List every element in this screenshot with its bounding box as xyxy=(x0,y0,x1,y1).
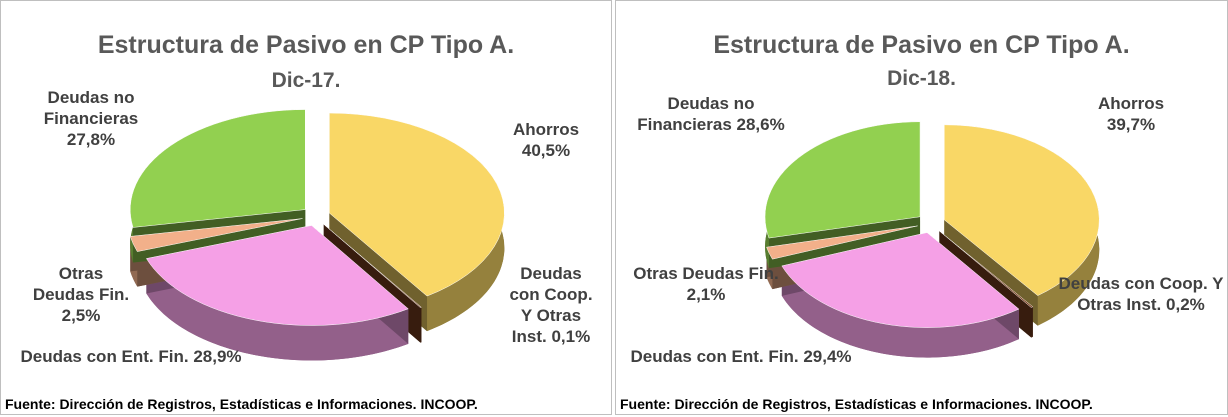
chart-subtitle: Dic-17. xyxy=(271,69,341,92)
chart-title: Estructura de Pasivo en CP Tipo A. xyxy=(713,31,1130,59)
slice-label: Deudas no Financieras 27,8% xyxy=(21,87,161,150)
value-label: 29,4% xyxy=(803,347,852,366)
slice-label: Ahorros 40,5% xyxy=(491,119,601,161)
slice-label: Deudas con Ent. Fin. 29,4% xyxy=(626,346,856,367)
value-label: 0,1% xyxy=(551,327,591,346)
category-name: Deudas no Financieras xyxy=(43,88,139,128)
slice-side xyxy=(781,265,1019,358)
pie-slice xyxy=(130,109,306,228)
pie-slice xyxy=(766,225,918,260)
slice-label: Deudas con Ent. Fin. 28,9% xyxy=(11,346,251,367)
category-name: Deudas con Coop. Y Otras Inst. xyxy=(509,264,593,346)
value-label: 40,5% xyxy=(521,141,571,160)
slice-label: Otras Deudas Fin. 2,1% xyxy=(626,263,786,305)
slice-label: Otras Deudas Fin. 2,5% xyxy=(31,263,131,326)
chart-title: Estructura de Pasivo en CP Tipo A. xyxy=(97,31,515,59)
pie-slice xyxy=(329,112,505,297)
slice-label: Deudas con Coop. Y Otras Inst. 0,2% xyxy=(1056,273,1226,315)
pie-slice xyxy=(145,225,409,326)
category-name: Ahorros xyxy=(1097,94,1165,113)
pie-slice xyxy=(129,218,303,252)
value-label: 27,8% xyxy=(66,130,116,149)
pie-slice xyxy=(781,232,1020,328)
category-name: Ahorros xyxy=(512,120,580,139)
value-label: 28,6% xyxy=(736,115,785,134)
category-name: Deudas con Ent. Fin. xyxy=(20,347,189,366)
chart-panel: Estructura de Pasivo en CP Tipo A. Dic-18… xyxy=(615,0,1228,415)
chart-subtitle: Dic-18. xyxy=(887,67,956,90)
value-label: 0,2% xyxy=(1166,295,1205,314)
category-name: Deudas no Financieras xyxy=(637,94,755,134)
slice-label: Deudas con Coop. Y Otras Inst. 0,1% xyxy=(506,263,596,347)
pie-slice xyxy=(939,230,1034,308)
value-label: 2,1% xyxy=(686,285,726,304)
slice-label: Deudas no Financieras 28,6% xyxy=(626,93,796,135)
source-note: Fuente: Dirección de Registros, Estadíst… xyxy=(5,396,478,412)
pie-chart xyxy=(764,121,1100,358)
source-note: Fuente: Dirección de Registros, Estadíst… xyxy=(620,396,1093,412)
value-label: 39,7% xyxy=(1106,115,1156,134)
category-name: Otras Deudas Fin. xyxy=(633,264,779,283)
pie-slice xyxy=(323,224,422,308)
chart-panel: Estructura de Pasivo en CP Tipo A. Dic-17… xyxy=(0,0,612,415)
slice-label: Ahorros 39,7% xyxy=(1081,93,1181,135)
pie-slice xyxy=(764,121,921,239)
category-name: Deudas con Ent. Fin. xyxy=(630,347,799,366)
value-label: 28,9% xyxy=(193,347,242,366)
value-label: 2,5% xyxy=(61,306,101,325)
slice-side xyxy=(146,258,409,361)
pie-slice xyxy=(944,124,1100,296)
category-name: Deudas con Coop. Y Otras Inst. xyxy=(1058,274,1224,314)
category-name: Otras Deudas Fin. xyxy=(32,264,130,304)
pie-chart xyxy=(129,109,505,361)
